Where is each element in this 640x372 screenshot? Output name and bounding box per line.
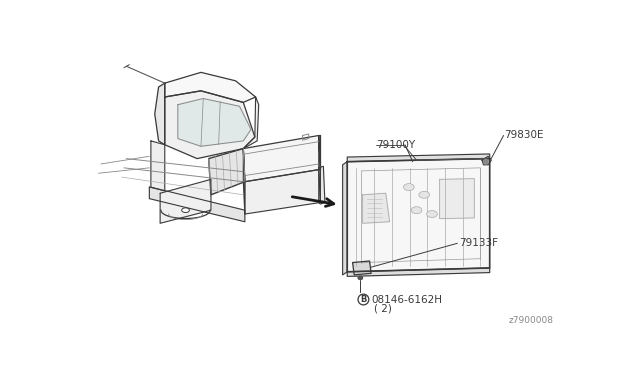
- Polygon shape: [151, 141, 164, 191]
- Ellipse shape: [419, 191, 429, 198]
- Polygon shape: [348, 154, 490, 162]
- Polygon shape: [440, 179, 474, 219]
- Text: 79133F: 79133F: [459, 238, 498, 247]
- Polygon shape: [164, 91, 255, 158]
- Polygon shape: [209, 148, 245, 195]
- Circle shape: [358, 294, 369, 305]
- Polygon shape: [363, 193, 390, 223]
- Text: 79100Y: 79100Y: [376, 140, 415, 150]
- Polygon shape: [243, 97, 259, 148]
- Polygon shape: [342, 162, 348, 275]
- Polygon shape: [160, 179, 211, 223]
- Text: ( 2): ( 2): [374, 304, 392, 314]
- Polygon shape: [164, 73, 255, 102]
- Ellipse shape: [358, 276, 363, 279]
- Polygon shape: [319, 135, 320, 202]
- Polygon shape: [319, 166, 325, 204]
- Circle shape: [359, 276, 362, 279]
- Ellipse shape: [411, 207, 422, 214]
- Ellipse shape: [182, 208, 189, 212]
- Polygon shape: [348, 268, 490, 276]
- Polygon shape: [178, 99, 251, 146]
- Text: 79830E: 79830E: [504, 130, 544, 140]
- Polygon shape: [353, 261, 371, 275]
- Ellipse shape: [427, 211, 437, 218]
- Ellipse shape: [403, 184, 414, 190]
- Circle shape: [484, 159, 488, 164]
- Polygon shape: [245, 169, 320, 214]
- Polygon shape: [348, 158, 490, 272]
- Polygon shape: [243, 135, 320, 182]
- Polygon shape: [482, 156, 492, 165]
- Polygon shape: [243, 148, 245, 214]
- Text: 08146-6162H: 08146-6162H: [371, 295, 442, 305]
- Polygon shape: [149, 187, 245, 222]
- Polygon shape: [155, 83, 164, 145]
- Text: B: B: [360, 295, 367, 304]
- Text: z7900008: z7900008: [509, 316, 554, 325]
